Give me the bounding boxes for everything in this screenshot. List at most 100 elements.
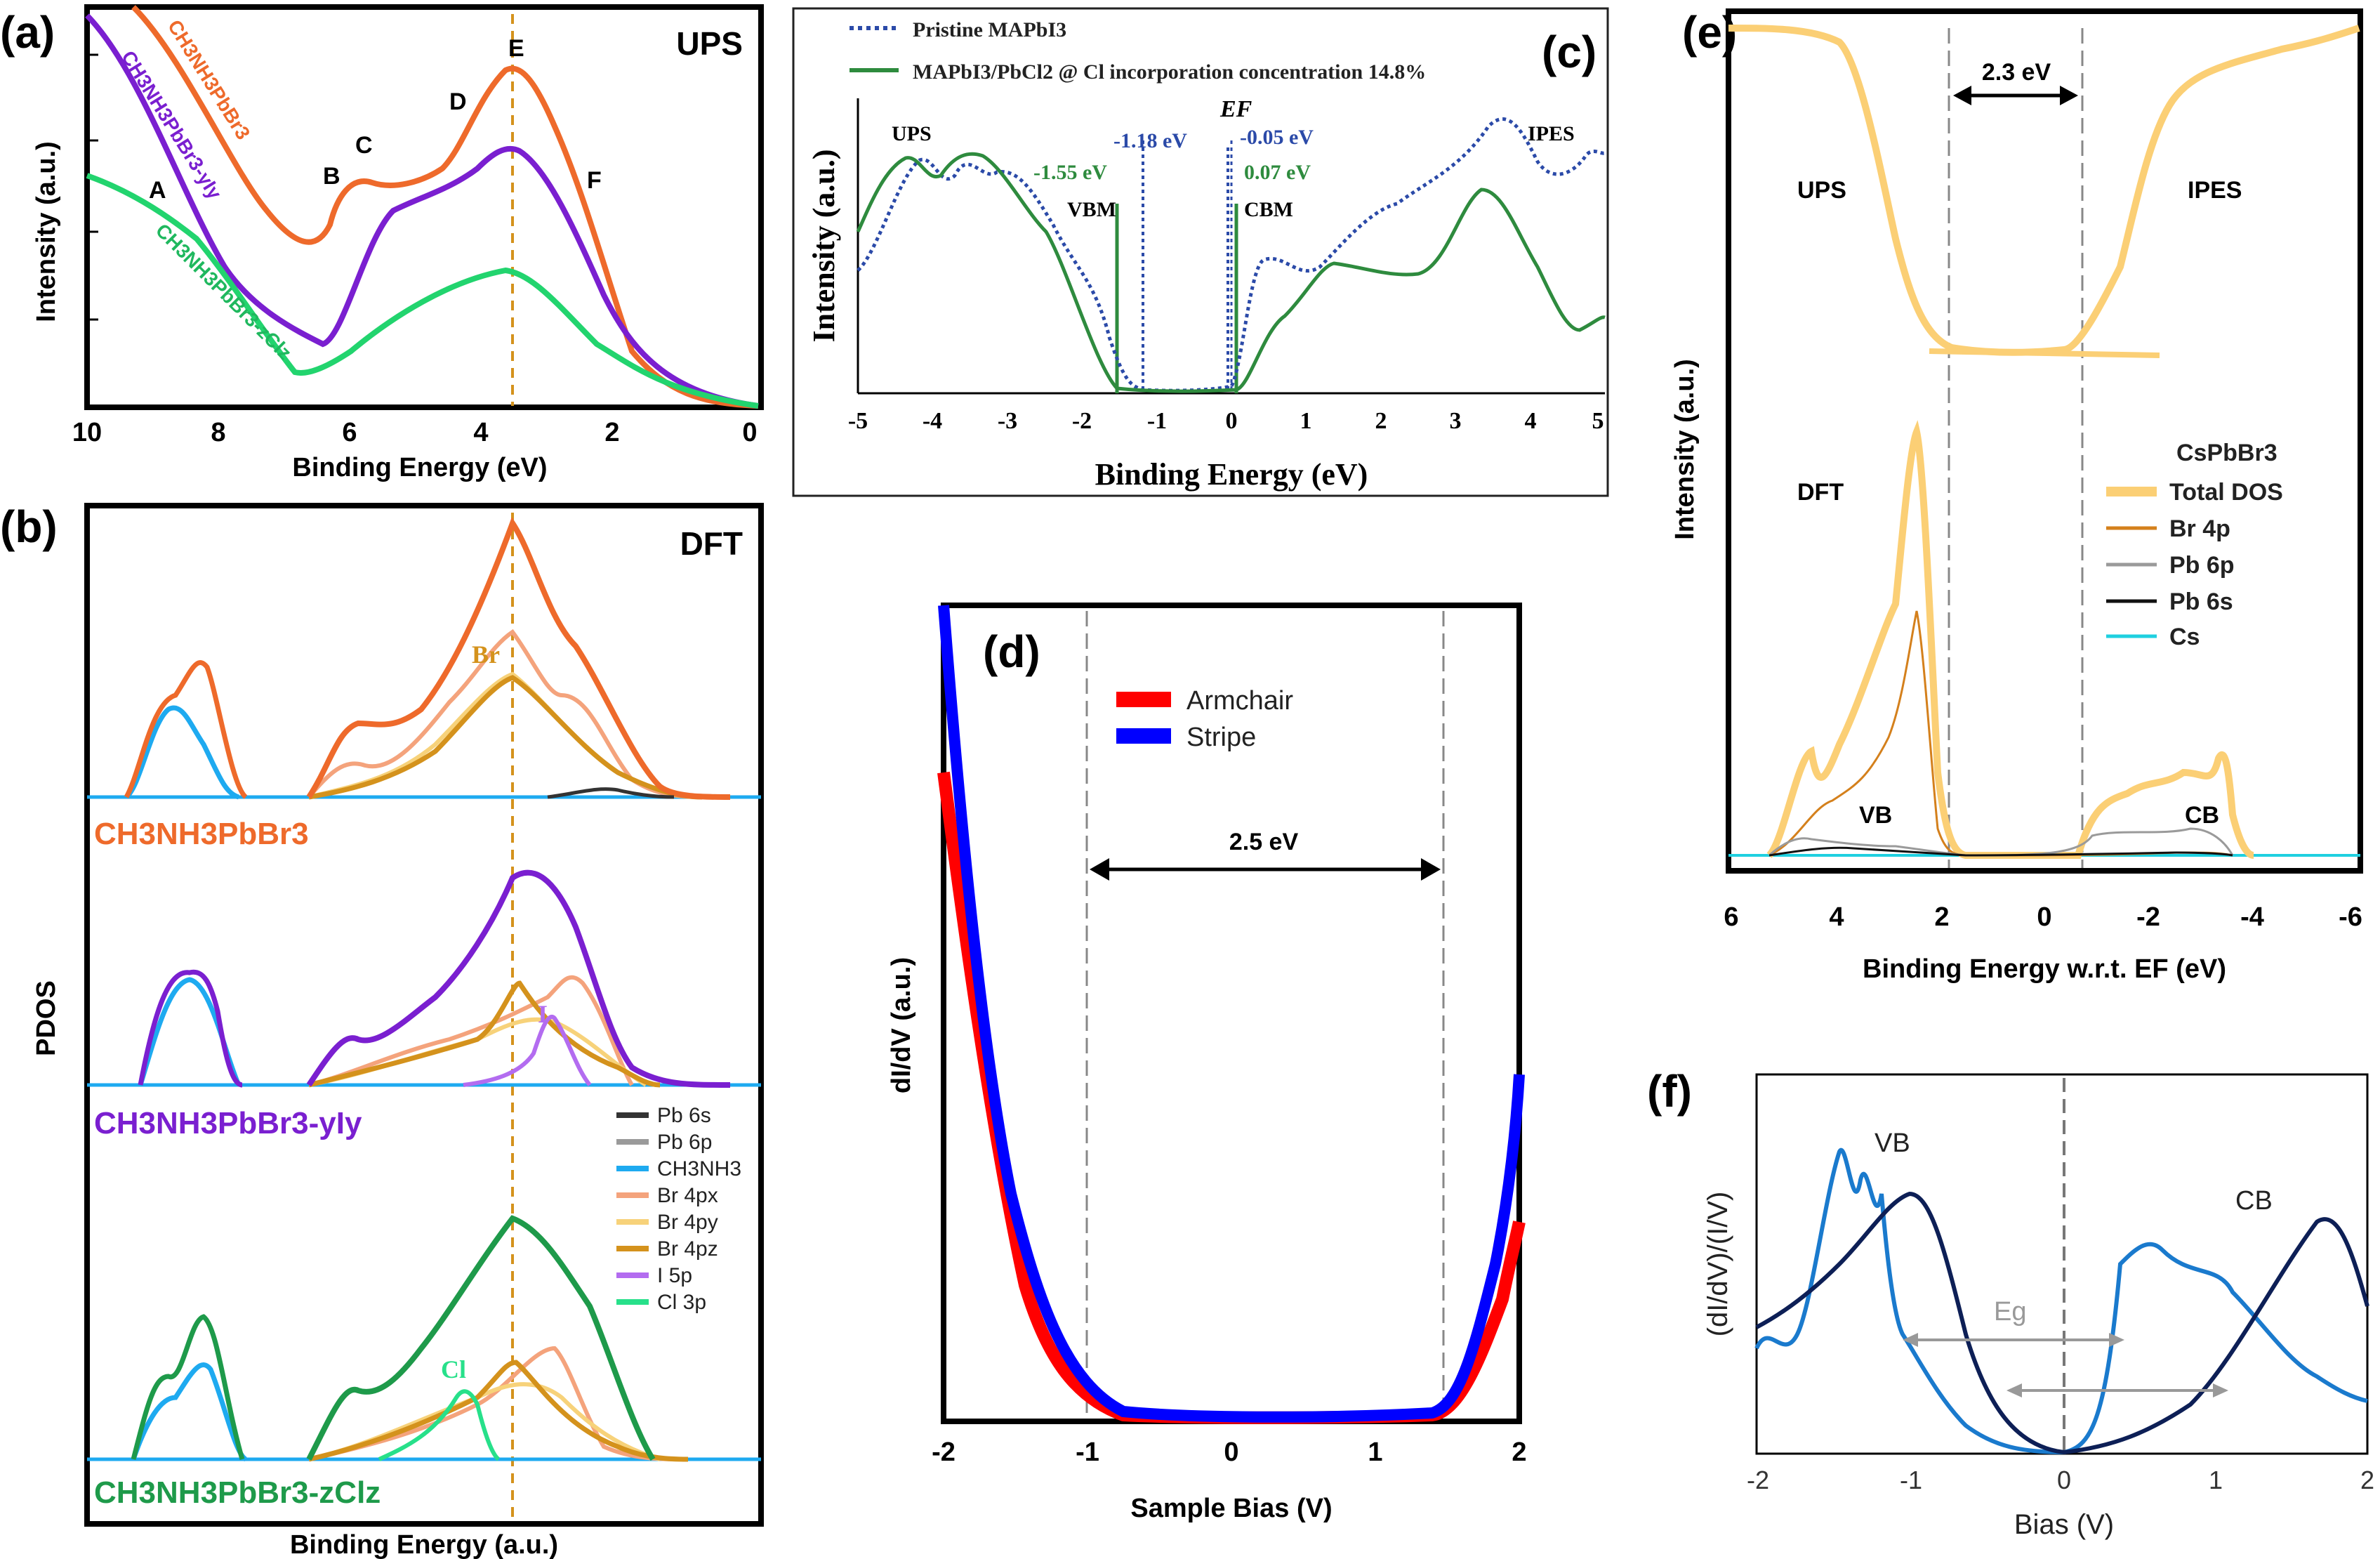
legend-br4pz: Br 4pz xyxy=(657,1237,718,1261)
panel-c-ylabel: Intensity (a.u.) xyxy=(807,149,841,342)
legend-cl3p: Cl 3p xyxy=(657,1291,706,1314)
panel-c-xtick: -2 xyxy=(1072,408,1092,434)
panel-e-xtick: 6 xyxy=(1724,902,1738,932)
panel-c-curve-cl xyxy=(856,152,1606,393)
panel-a-xlabel: Binding Energy (eV) xyxy=(292,453,547,482)
panel-d-xtick: 0 xyxy=(1224,1438,1238,1467)
panel-e: (e) 2.3 eV UPS IPES DFT VB CB CsPbBr3 To… xyxy=(1670,7,2363,984)
legend-pb6p: Pb 6p xyxy=(657,1131,712,1154)
panel-a-label-br3clz: CH3NH3PbBr3-zClz xyxy=(152,219,296,364)
panel-f-xtick: 2 xyxy=(2360,1466,2374,1494)
panel-a-xtick: 2 xyxy=(604,418,619,447)
panel-d-letter: (d) xyxy=(983,626,1040,677)
panel-f-letter: (f) xyxy=(1647,1066,1692,1117)
panel-e-vb: VB xyxy=(1859,802,1892,829)
panel-c-legend-cl: MAPbI3/PbCl2 @ Cl incorporation concentr… xyxy=(913,60,1426,84)
panel-c-xtick: 3 xyxy=(1450,408,1462,434)
panel-a-tag: UPS xyxy=(676,25,743,62)
panel-c-cbm: CBM xyxy=(1244,198,1293,221)
panel-b-label-br3: CH3NH3PbBr3 xyxy=(94,817,309,851)
panel-e-xtick: 2 xyxy=(1934,902,1949,932)
panel-f-xtick: -1 xyxy=(1900,1466,1922,1494)
legend-br4py: Br 4py xyxy=(657,1211,718,1234)
panel-f: (f) Eg VB CB -2 -1 0 1 2 Bias (V) (dI/dV… xyxy=(1647,1066,2374,1540)
panel-e-legend-pb6s: Pb 6s xyxy=(2169,588,2233,615)
panel-b: (b) DFT Br CH3NH3PbBr3 I xyxy=(0,501,764,1559)
panel-a-xtick: 8 xyxy=(211,418,225,447)
panel-e-letter: (e) xyxy=(1682,7,1737,58)
panel-b-peak-br: Br xyxy=(472,640,500,669)
panel-c-border xyxy=(792,7,1609,497)
panel-a-xtick: 10 xyxy=(72,418,102,447)
panel-e-xlabel: Binding Energy w.r.t. EF (eV) xyxy=(1863,954,2226,984)
panel-e-legend-pb6p: Pb 6p xyxy=(2169,552,2235,579)
panel-a: (a) UPS A B C D E F CH3NH3PbBr3 CH3NH3Pb… xyxy=(0,4,764,482)
panel-f-curve-vb xyxy=(1755,1191,2369,1455)
panel-f-xtick: 1 xyxy=(2209,1466,2223,1494)
panel-c-ipes: IPES xyxy=(1528,122,1575,145)
panel-c-xtick: 0 xyxy=(1226,408,1238,434)
panel-c-xtick: -4 xyxy=(923,408,942,434)
panel-f-vb: VB xyxy=(1875,1129,1910,1158)
panel-b-peak-i: I xyxy=(538,1000,548,1028)
panel-c-ups: UPS xyxy=(892,122,932,145)
panel-e-cb: CB xyxy=(2185,802,2219,829)
panel-e-legend-cs: Cs xyxy=(2169,624,2200,650)
legend-ch3nh3: CH3NH3 xyxy=(657,1157,741,1180)
legend-br4px: Br 4px xyxy=(657,1184,718,1207)
panel-f-xtick: 0 xyxy=(2057,1466,2071,1494)
panel-d-xtick: 2 xyxy=(1512,1438,1526,1467)
panel-a-curve-br3clz xyxy=(86,173,759,409)
panel-c-legend-pristine: Pristine MAPbI3 xyxy=(913,18,1066,41)
panel-e-curve-br4p xyxy=(1769,610,2233,857)
panel-a-curve-br3 xyxy=(131,5,759,409)
panel-b-frame xyxy=(84,503,764,1527)
legend-pb6s: Pb 6s xyxy=(657,1104,711,1127)
panel-e-curve-ups-ipes xyxy=(1728,25,2360,356)
panel-e-dft: DFT xyxy=(1797,479,1844,506)
peak-c: C xyxy=(355,132,373,159)
peak-b: B xyxy=(323,163,341,190)
panel-b-xlabel: Binding Energy (a.u.) xyxy=(290,1530,558,1559)
panel-c-ef: EF xyxy=(1219,96,1252,122)
panel-f-eg: Eg xyxy=(1994,1297,2026,1327)
panel-f-xlabel: Bias (V) xyxy=(2014,1509,2114,1540)
panel-c-xtick: 5 xyxy=(1592,408,1604,434)
panel-d-xlabel: Sample Bias (V) xyxy=(1130,1494,1332,1523)
panel-a-xtick: 0 xyxy=(742,418,757,447)
panel-f-curve-cb xyxy=(1754,1147,2368,1455)
panel-b-group-br3clz: Cl CH3NH3PbBr3-zClz xyxy=(87,1215,761,1510)
panel-e-curve-pb6p xyxy=(1768,827,2234,857)
panel-d-gap: 2.5 eV xyxy=(1229,829,1299,855)
panel-b-label-br3clz: CH3NH3PbBr3-zClz xyxy=(94,1475,381,1510)
panel-c-xtick: -5 xyxy=(848,408,868,434)
panel-c-letter: (c) xyxy=(1542,27,1596,77)
panel-f-cb: CB xyxy=(2235,1186,2273,1216)
peak-f: F xyxy=(587,167,602,194)
panel-e-curve-total-dos xyxy=(1766,420,2254,860)
panel-c-xticks: -5 -4 -3 -2 -1 0 1 2 3 4 5 xyxy=(848,408,1604,434)
peak-e: E xyxy=(508,35,524,62)
panel-e-ylabel: Intensity (a.u.) xyxy=(1670,359,1700,540)
panel-a-letter: (a) xyxy=(0,7,55,58)
panel-c-xtick: -1 xyxy=(1147,408,1167,434)
panel-b-peak-cl: Cl xyxy=(441,1355,466,1383)
panel-e-xtick: -4 xyxy=(2240,902,2264,932)
panel-d-xticks: -2 -1 0 1 2 xyxy=(932,1438,1526,1467)
panel-a-xticks: 10 8 6 4 2 0 xyxy=(72,418,758,447)
peak-a: A xyxy=(149,177,166,204)
panel-d-xtick: -1 xyxy=(1076,1438,1099,1467)
panel-c-xtick: 1 xyxy=(1300,408,1312,434)
panel-a-xtick: 6 xyxy=(342,418,357,447)
panel-d-legend-armchair: Armchair xyxy=(1186,686,1293,716)
panel-e-legend-title: CsPbBr3 xyxy=(2176,440,2277,466)
panel-c-curve-pristine xyxy=(857,117,1606,393)
panel-c-xtick: -3 xyxy=(998,408,1017,434)
panel-f-xtick: -2 xyxy=(1747,1466,1769,1494)
peak-d: D xyxy=(449,88,467,115)
panel-e-frame xyxy=(1726,8,2363,874)
panel-b-letter: (b) xyxy=(0,501,58,552)
panel-d: (d) 2.5 eV Armchair Stripe -2 -1 0 1 2 S… xyxy=(887,603,1527,1523)
panel-a-xtick: 4 xyxy=(473,418,488,447)
